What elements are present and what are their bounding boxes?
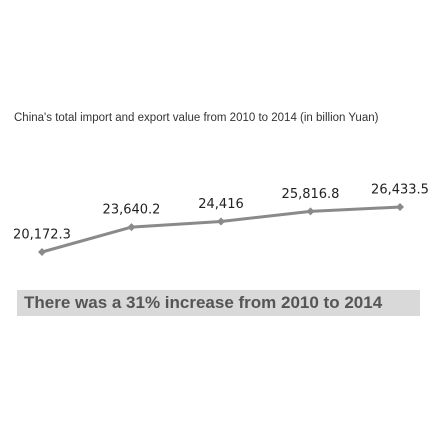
point-marker — [396, 203, 404, 211]
annotation-banner — [17, 290, 420, 316]
annotation: There was a 31% increase from 2010 to 20… — [24, 293, 383, 312]
data-label: 20,172.3 — [13, 228, 71, 243]
chart-title: China's total import and export value fr… — [14, 112, 379, 124]
data-label: 26,433.5 — [371, 183, 429, 198]
point-marker — [38, 248, 46, 256]
data-label: 25,816.8 — [282, 187, 340, 202]
point-marker — [127, 223, 136, 232]
data-line — [41, 205, 401, 254]
point-marker — [217, 217, 225, 226]
point-marker — [306, 207, 315, 216]
data-label: 24,416 — [198, 197, 244, 212]
data-label: 23,640.2 — [103, 203, 161, 218]
